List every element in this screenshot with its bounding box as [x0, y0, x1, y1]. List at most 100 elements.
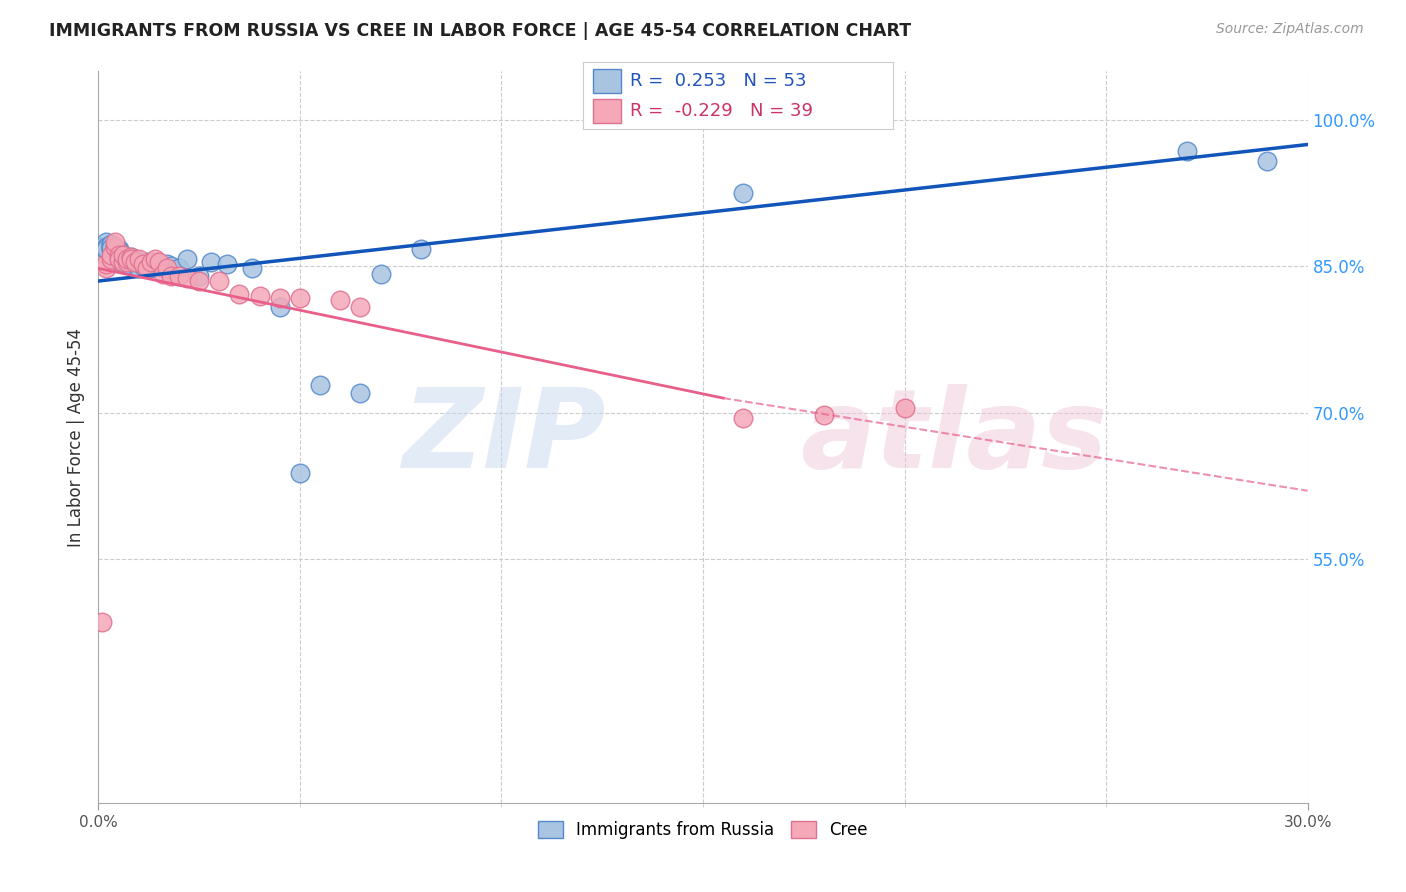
Text: IMMIGRANTS FROM RUSSIA VS CREE IN LABOR FORCE | AGE 45-54 CORRELATION CHART: IMMIGRANTS FROM RUSSIA VS CREE IN LABOR …: [49, 22, 911, 40]
Point: [329, 293, 352, 307]
FancyBboxPatch shape: [593, 99, 620, 123]
Point: [370, 267, 392, 281]
Point: [733, 410, 755, 425]
Point: [111, 248, 134, 262]
Point: [135, 254, 157, 268]
FancyBboxPatch shape: [593, 70, 620, 93]
Point: [111, 248, 134, 262]
Point: [733, 186, 755, 201]
Point: [100, 252, 122, 266]
Point: [152, 261, 174, 276]
Point: [160, 260, 183, 274]
Point: [115, 252, 138, 266]
Point: [120, 250, 142, 264]
Point: [228, 286, 250, 301]
Point: [103, 242, 125, 256]
Point: [188, 269, 211, 284]
Legend: Immigrants from Russia, Cree: Immigrants from Russia, Cree: [531, 814, 875, 846]
Point: [139, 261, 162, 276]
Text: ZIP: ZIP: [402, 384, 606, 491]
Point: [349, 301, 371, 315]
Point: [103, 244, 125, 259]
Point: [167, 269, 190, 284]
Point: [148, 254, 170, 268]
Point: [107, 242, 129, 256]
Text: Source: ZipAtlas.com: Source: ZipAtlas.com: [1216, 22, 1364, 37]
Point: [124, 252, 146, 266]
Point: [103, 235, 125, 249]
Point: [349, 386, 371, 401]
Point: [288, 466, 311, 480]
Point: [156, 261, 179, 276]
Point: [107, 244, 129, 258]
Point: [120, 252, 142, 266]
Point: [240, 261, 263, 276]
Point: [100, 242, 122, 256]
Point: [103, 240, 125, 254]
Text: R =  -0.229   N = 39: R = -0.229 N = 39: [630, 103, 813, 120]
Point: [100, 237, 122, 252]
Point: [96, 261, 118, 276]
Point: [100, 248, 122, 262]
Point: [143, 254, 166, 268]
Point: [124, 254, 146, 268]
Point: [103, 248, 125, 262]
Point: [120, 254, 142, 268]
Point: [143, 252, 166, 266]
Point: [152, 267, 174, 281]
Point: [139, 254, 162, 268]
Text: atlas: atlas: [800, 384, 1107, 491]
Point: [107, 248, 129, 262]
Point: [135, 261, 157, 276]
Point: [1256, 154, 1278, 169]
Point: [100, 241, 122, 255]
Point: [96, 235, 118, 249]
Point: [111, 250, 134, 264]
Point: [107, 252, 129, 266]
Point: [91, 240, 114, 254]
Point: [132, 257, 155, 271]
Point: [132, 260, 155, 274]
Point: [111, 254, 134, 268]
Point: [813, 408, 835, 422]
Point: [200, 254, 222, 268]
Point: [128, 261, 150, 276]
Point: [96, 257, 118, 271]
Point: [148, 260, 170, 274]
Point: [188, 274, 211, 288]
Y-axis label: In Labor Force | Age 45-54: In Labor Force | Age 45-54: [66, 327, 84, 547]
Point: [115, 254, 138, 268]
Point: [176, 271, 198, 285]
Point: [115, 254, 138, 268]
Point: [269, 291, 291, 305]
Point: [217, 257, 239, 271]
Point: [120, 250, 142, 264]
Point: [96, 240, 118, 254]
Point: [409, 242, 432, 256]
Point: [176, 252, 198, 266]
Point: [96, 242, 118, 256]
Point: [111, 254, 134, 268]
Point: [100, 238, 122, 252]
Point: [107, 254, 129, 268]
Point: [91, 615, 114, 630]
Point: [160, 269, 183, 284]
Point: [167, 261, 190, 276]
Point: [893, 401, 915, 415]
Point: [103, 240, 125, 254]
Point: [156, 257, 179, 271]
Point: [111, 252, 134, 266]
Point: [1175, 145, 1198, 159]
Point: [249, 288, 271, 302]
Text: R =  0.253   N = 53: R = 0.253 N = 53: [630, 72, 807, 90]
Point: [124, 254, 146, 268]
Point: [107, 252, 129, 266]
Point: [208, 274, 231, 288]
Point: [269, 301, 291, 315]
Point: [128, 252, 150, 266]
Point: [128, 257, 150, 271]
Point: [288, 291, 311, 305]
Point: [107, 248, 129, 262]
Point: [115, 257, 138, 271]
Point: [309, 378, 332, 392]
